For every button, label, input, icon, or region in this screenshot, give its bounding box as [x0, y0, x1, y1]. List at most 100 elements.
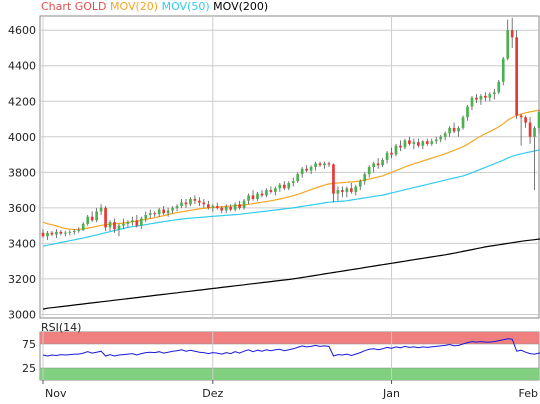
candle-up	[300, 168, 304, 175]
candle-down	[238, 204, 241, 208]
y-tick-label: 4600	[8, 24, 36, 37]
rsi-y-tick-label: 25	[22, 362, 36, 375]
candle-up	[144, 214, 148, 219]
x-tick-label: Dez	[202, 387, 223, 400]
candle-down	[215, 206, 219, 208]
candle-down	[184, 202, 188, 205]
candle-up	[358, 181, 362, 187]
candle-up	[117, 225, 121, 230]
y-tick-label: 4200	[8, 95, 36, 108]
candle-up	[46, 232, 49, 237]
candle-up	[175, 206, 179, 208]
candle-down	[104, 207, 107, 228]
candle-up	[537, 111, 540, 128]
candle-down	[153, 213, 157, 215]
candle-up	[323, 163, 326, 166]
candle-down	[376, 163, 380, 166]
candle-down	[229, 206, 233, 210]
y-tick-label: 3800	[8, 166, 36, 179]
candle-up	[501, 58, 505, 82]
y-tick-label: 3000	[8, 308, 36, 321]
x-tick-label: Feb	[519, 387, 538, 400]
candle-up	[131, 220, 134, 223]
candle-down	[269, 190, 273, 192]
candle-up	[265, 190, 268, 196]
candle-up	[55, 231, 58, 235]
candle-up	[278, 184, 282, 189]
candle-up	[470, 97, 474, 107]
candle-up	[457, 127, 460, 132]
candle-down	[198, 200, 201, 203]
candle-down	[318, 163, 322, 166]
candle-down	[519, 115, 523, 118]
candle-up	[385, 152, 389, 160]
candle-up	[492, 92, 496, 95]
candle-up	[296, 174, 300, 182]
candle-down	[425, 141, 429, 144]
candle-up	[148, 213, 152, 215]
main-plot-frame	[39, 15, 540, 319]
candle-down	[251, 195, 255, 199]
candle-up	[171, 207, 174, 211]
candle-down	[135, 220, 139, 226]
candle-up	[247, 195, 250, 201]
candle-up	[256, 193, 259, 199]
candle-down	[515, 37, 518, 116]
candle-up	[497, 81, 501, 93]
candle-up	[122, 223, 125, 226]
y-tick-label: 3600	[8, 202, 36, 215]
candle-up	[367, 167, 371, 175]
candle-up	[189, 198, 192, 205]
candle-down	[484, 95, 487, 98]
candle-up	[443, 133, 447, 137]
candle-up	[412, 142, 416, 144]
candle-up	[421, 141, 425, 146]
x-tick-label: Jan	[382, 387, 400, 400]
candle-up	[354, 186, 358, 192]
candle-up	[242, 200, 246, 208]
candle-up	[345, 188, 349, 192]
candle-up	[314, 163, 317, 167]
candle-down	[220, 207, 224, 211]
candle-down	[475, 97, 478, 100]
candle-down	[332, 164, 335, 194]
candle-up	[77, 230, 81, 232]
candle-up	[95, 211, 98, 221]
candle-down	[390, 152, 393, 155]
candle-down	[282, 184, 286, 189]
rsi-panel-label: RSI(14)	[41, 321, 82, 334]
candle-up	[381, 159, 384, 166]
candle-up	[157, 209, 161, 215]
candle-down	[41, 232, 45, 237]
candle-up	[309, 167, 313, 171]
candle-up	[166, 210, 170, 214]
candle-up	[363, 174, 367, 182]
candle-up	[466, 106, 469, 118]
candle-down	[59, 231, 63, 234]
candle-down	[305, 168, 308, 171]
candle-down	[162, 209, 165, 214]
y-tick-label: 3200	[8, 273, 36, 286]
candle-up	[479, 95, 483, 100]
ma200-line	[42, 238, 540, 310]
candle-down	[202, 202, 206, 205]
candle-down	[341, 190, 344, 192]
ma50-line	[42, 149, 540, 247]
candle-down	[327, 163, 331, 165]
chart-legend: Chart GOLD MOV(20) MOV(50) MOV(200)	[41, 0, 268, 14]
candle-up	[434, 139, 438, 142]
x-tick-label: Nov	[45, 387, 67, 400]
candle-up	[180, 202, 183, 207]
candle-down	[528, 122, 532, 137]
candle-up	[403, 140, 407, 148]
candle-up	[461, 117, 465, 128]
candle-up	[533, 127, 536, 137]
candle-down	[452, 127, 456, 132]
candle-up	[81, 223, 85, 231]
candle-down	[113, 222, 116, 230]
candle-down	[399, 145, 402, 148]
candle-up	[108, 222, 112, 228]
candle-down	[193, 198, 197, 201]
legend-ma200: MOV(200)	[213, 0, 269, 13]
